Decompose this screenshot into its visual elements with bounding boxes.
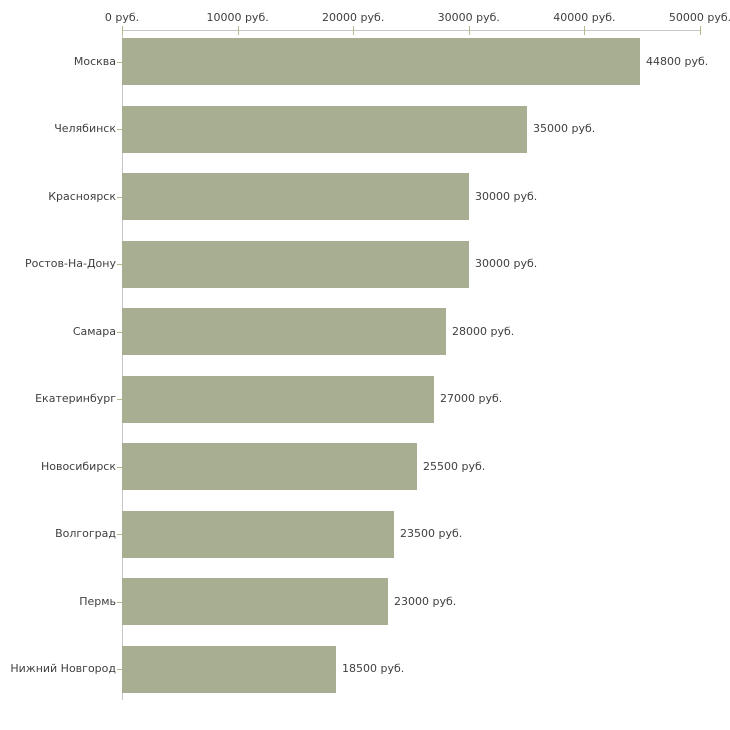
value-label: 27000 руб. <box>440 392 503 405</box>
y-tick-mark <box>117 197 122 198</box>
bar <box>122 510 394 558</box>
y-tick-mark <box>117 399 122 400</box>
category-label: Ростов-На-Дону <box>24 257 116 270</box>
bar <box>122 645 336 693</box>
y-tick-mark <box>117 264 122 265</box>
y-tick-mark <box>117 129 122 130</box>
value-label: 25500 руб. <box>423 460 486 473</box>
x-tick-mark <box>700 26 701 35</box>
y-tick-mark <box>117 467 122 468</box>
x-tick-mark <box>237 26 239 35</box>
x-tick-mark <box>122 26 123 35</box>
value-label: 23000 руб. <box>394 595 457 608</box>
bar <box>122 578 388 625</box>
y-tick-mark <box>117 332 122 333</box>
x-tick-mark <box>584 26 586 35</box>
bar <box>122 105 527 153</box>
bar <box>122 240 469 288</box>
y-tick-mark <box>117 534 122 535</box>
value-label: 18500 руб. <box>342 662 405 675</box>
y-axis-line <box>122 30 123 700</box>
category-label: Москва <box>73 55 116 68</box>
category-label: Новосибирск <box>40 460 116 473</box>
bar <box>122 443 417 490</box>
category-label: Пермь <box>79 595 116 608</box>
x-tick-label: 10000 руб. <box>206 11 269 24</box>
category-label: Волгоград <box>55 527 116 540</box>
category-label: Екатеринбург <box>35 392 116 405</box>
value-label: 30000 руб. <box>475 190 538 203</box>
category-label: Красноярск <box>48 190 116 203</box>
bar <box>122 308 446 355</box>
value-label: 44800 руб. <box>646 55 709 68</box>
value-label: 30000 руб. <box>475 257 538 270</box>
y-tick-mark <box>117 62 122 63</box>
x-tick-label: 30000 руб. <box>437 11 500 24</box>
category-label: Самара <box>72 325 116 338</box>
y-tick-mark <box>117 669 122 670</box>
x-tick-label: 0 руб. <box>104 11 140 24</box>
value-label: 23500 руб. <box>400 527 463 540</box>
y-tick-mark <box>117 602 122 603</box>
bar <box>122 173 469 220</box>
x-axis-line <box>122 30 701 31</box>
value-label: 35000 руб. <box>533 122 596 135</box>
value-label: 28000 руб. <box>452 325 515 338</box>
category-label: Нижний Новгород <box>10 662 116 675</box>
x-tick-label: 20000 руб. <box>322 11 385 24</box>
x-tick-label: 40000 руб. <box>553 11 616 24</box>
x-tick-mark <box>468 26 470 35</box>
x-tick-label: 50000 руб. <box>668 11 730 24</box>
x-tick-mark <box>353 26 355 35</box>
bar <box>122 38 640 85</box>
category-label: Челябинск <box>54 122 116 135</box>
bar <box>122 375 434 423</box>
